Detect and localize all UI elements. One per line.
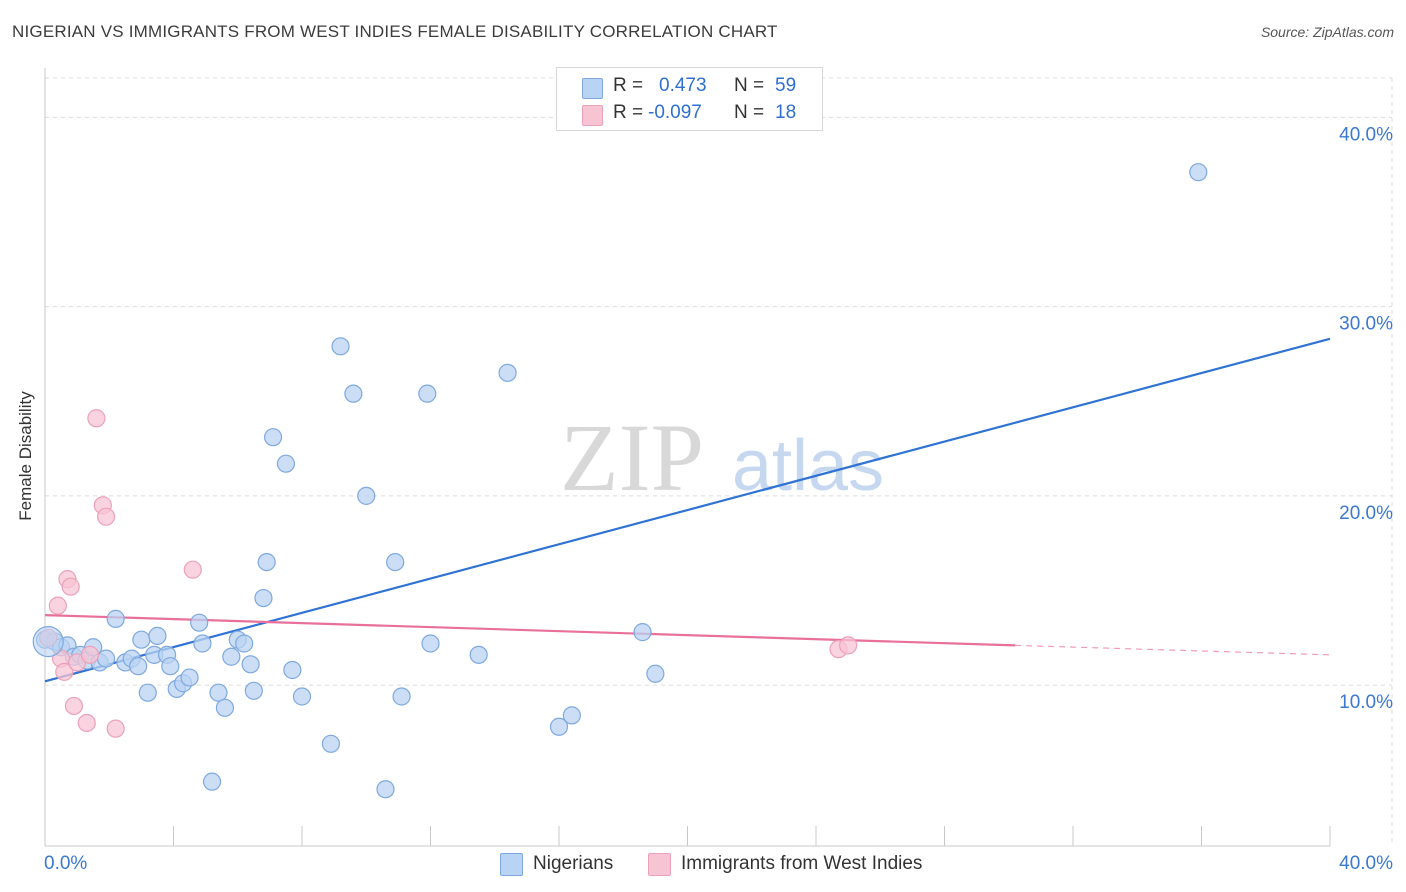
point-west-indies	[87, 409, 106, 428]
point-west-indies	[55, 662, 74, 681]
r-label: R =	[613, 75, 644, 96]
watermark-zip: ZIP	[560, 404, 704, 511]
point-nigerians	[1189, 163, 1208, 182]
chart-title: NIGERIAN VS IMMIGRANTS FROM WEST INDIES …	[12, 22, 778, 41]
point-west-indies	[80, 645, 100, 664]
point-west-indies	[48, 596, 67, 615]
point-nigerians	[132, 630, 151, 649]
y-tick-label: 10.0%	[1339, 692, 1393, 713]
point-west-indies	[839, 636, 858, 655]
legend-swatch-blue	[500, 853, 523, 876]
source-credit: Source: ZipAtlas.com	[1260, 24, 1394, 40]
point-nigerians	[235, 634, 254, 653]
point-nigerians	[562, 706, 581, 725]
legend-label: Nigerians	[533, 853, 614, 874]
point-west-indies	[96, 507, 116, 526]
point-nigerians	[138, 683, 157, 702]
stats-row-west-indies: R = -0.097 N = 18	[557, 102, 822, 128]
point-nigerians	[344, 384, 363, 403]
point-nigerians	[292, 687, 312, 706]
point-west-indies	[61, 577, 80, 596]
data-points	[32, 163, 1208, 799]
y-tick-label: 30.0%	[1339, 314, 1393, 335]
trend-line-nigerians	[44, 337, 1331, 683]
n-value: 18	[775, 102, 797, 123]
trend-line-west-indies	[44, 613, 1016, 647]
point-nigerians	[421, 634, 440, 653]
point-nigerians	[469, 645, 488, 664]
watermark-atlas: atlas	[732, 426, 884, 506]
point-nigerians	[215, 698, 234, 717]
point-nigerians	[96, 649, 116, 668]
point-west-indies	[106, 719, 125, 738]
r-value: -0.097	[648, 102, 702, 123]
point-west-indies	[64, 696, 84, 716]
legend: Nigerians Immigrants from West Indies	[0, 851, 1406, 879]
gridlines	[45, 77, 1393, 846]
point-nigerians	[263, 428, 283, 447]
point-nigerians	[392, 687, 411, 706]
point-nigerians	[161, 657, 180, 676]
point-west-indies	[183, 560, 202, 579]
point-nigerians	[193, 634, 212, 653]
point-nigerians	[190, 613, 209, 632]
point-nigerians	[386, 552, 405, 572]
point-nigerians	[257, 552, 276, 572]
y-tick-label: 20.0%	[1339, 503, 1393, 524]
y-tick-label: 40.0%	[1339, 124, 1393, 145]
point-nigerians	[148, 626, 167, 646]
point-nigerians	[222, 647, 241, 666]
stats-swatch-blue	[582, 78, 603, 99]
point-nigerians	[283, 660, 302, 680]
point-nigerians	[254, 588, 273, 608]
legend-label: Immigrants from West Indies	[681, 853, 923, 874]
n-label: N =	[734, 75, 765, 96]
x-tick-label: 0.0%	[44, 853, 87, 874]
point-nigerians	[633, 623, 652, 642]
point-nigerians	[357, 486, 376, 505]
point-nigerians	[180, 668, 199, 687]
r-label: R =	[613, 102, 644, 123]
point-nigerians	[549, 717, 569, 736]
n-label: N =	[734, 102, 765, 123]
point-nigerians	[209, 683, 228, 702]
stats-swatch-pink	[582, 105, 603, 126]
point-nigerians	[202, 772, 222, 791]
point-nigerians	[244, 681, 263, 700]
stats-row-nigerians: R = 0.473 N = 59	[557, 75, 822, 101]
y-axis-label: Female Disability	[16, 391, 35, 521]
point-west-indies	[77, 713, 96, 733]
n-value: 59	[775, 75, 797, 96]
tick-labels: 10.0% 20.0% 30.0% 40.0% 0.0% 40.0%	[44, 124, 1393, 874]
point-nigerians	[418, 384, 437, 403]
point-nigerians	[241, 655, 260, 674]
trend-line-west-indies-extension	[1015, 644, 1331, 656]
point-nigerians	[498, 363, 517, 382]
point-nigerians	[106, 609, 125, 628]
stats-box: R = 0.473 N = 59 R = -0.097 N = 18	[556, 67, 823, 131]
point-nigerians	[129, 657, 148, 676]
trend-lines	[44, 337, 1331, 683]
x-tick-label: 40.0%	[1339, 853, 1393, 874]
point-nigerians	[376, 780, 395, 799]
point-nigerians-cluster	[32, 625, 64, 658]
point-nigerians	[276, 454, 296, 473]
r-value: 0.473	[659, 75, 707, 96]
point-nigerians	[321, 734, 341, 753]
point-nigerians	[646, 664, 665, 683]
axes	[44, 68, 1331, 847]
point-nigerians	[331, 337, 350, 356]
legend-swatch-pink	[648, 853, 671, 876]
